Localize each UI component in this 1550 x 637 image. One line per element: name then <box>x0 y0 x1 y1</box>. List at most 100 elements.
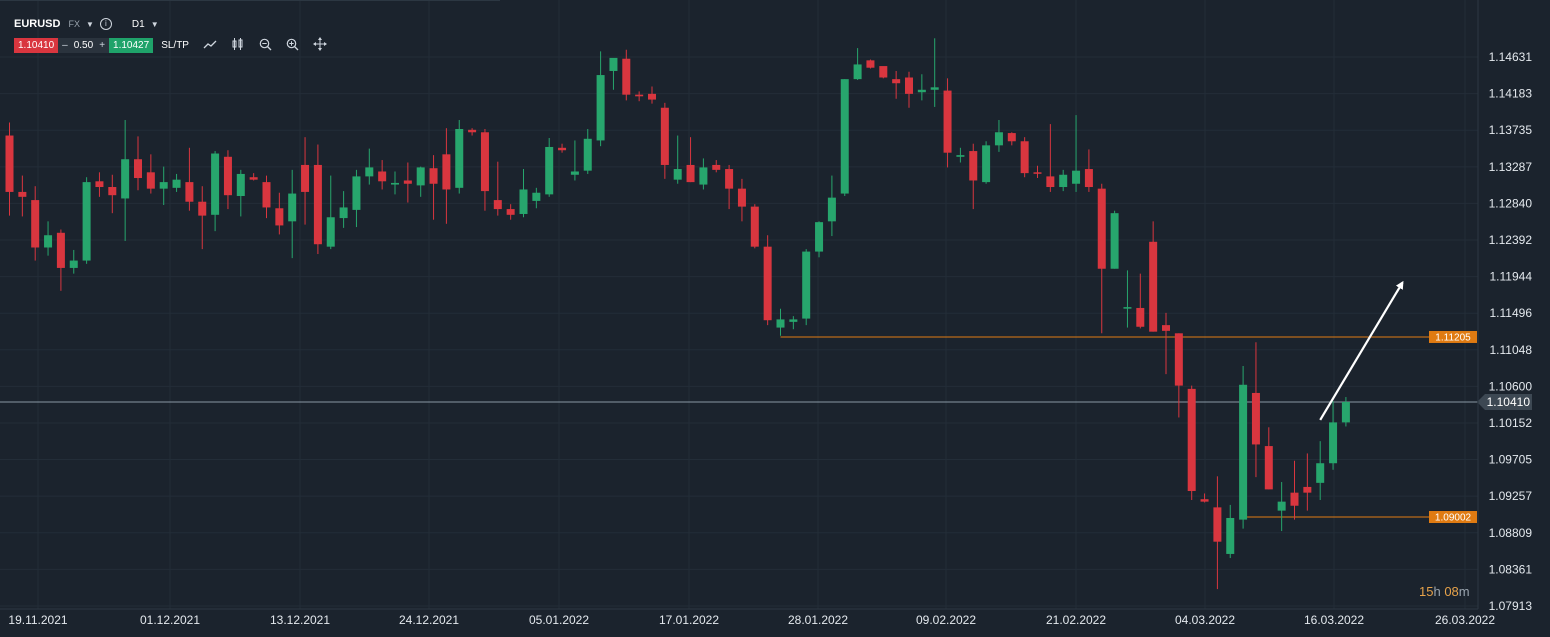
bullish-candle <box>1226 504 1235 559</box>
bearish-candle <box>1264 427 1273 490</box>
price-tick-label: 1.08809 <box>1489 526 1533 540</box>
candle-body <box>1341 401 1350 423</box>
sltp-button[interactable]: SL/TP <box>161 40 189 51</box>
timeframe-selector[interactable]: D1 <box>131 18 145 30</box>
candle-body <box>905 77 913 94</box>
bullish-candle <box>609 57 618 90</box>
bearish-candle <box>750 204 759 249</box>
bearish-candle <box>660 102 669 179</box>
candle-body <box>391 182 399 185</box>
candle-body <box>429 168 438 184</box>
bullish-candle <box>519 169 528 218</box>
bullish-candle <box>121 120 130 241</box>
candle-body <box>570 171 579 175</box>
candle-body <box>82 182 91 261</box>
sell-price-button[interactable]: 1.10410 <box>14 38 59 53</box>
bullish-candle <box>532 187 541 209</box>
bullish-candle <box>930 38 939 107</box>
trend-arrow[interactable] <box>1319 280 1404 421</box>
candle-body <box>660 107 669 165</box>
candle-body <box>249 177 258 180</box>
price-tick-label: 1.07913 <box>1489 599 1533 613</box>
bearish-candle <box>1007 132 1016 146</box>
bullish-candle <box>365 148 374 185</box>
candle-body <box>1007 133 1016 142</box>
bearish-candle <box>378 160 387 190</box>
price-level-label: 1.09002 <box>1435 513 1472 524</box>
candle-body <box>313 164 322 245</box>
candle-body <box>5 135 14 192</box>
symbol-name[interactable]: EURUSD <box>14 18 61 30</box>
lot-size-input[interactable]: 0.50 <box>73 40 94 51</box>
candle-body <box>699 167 708 185</box>
candle-body <box>892 79 901 84</box>
bullish-candle <box>815 221 824 258</box>
info-icon[interactable]: i <box>99 18 112 30</box>
horizontal-levels[interactable] <box>0 336 1478 518</box>
candle-body <box>1174 333 1183 386</box>
candle-body <box>1226 517 1235 554</box>
candles <box>5 38 1350 590</box>
candle-body <box>789 319 798 322</box>
date-tick-label: 17.01.2022 <box>659 613 719 627</box>
lot-stepper: – 0.50 + <box>58 38 110 53</box>
candle-body <box>609 57 618 71</box>
candle-body <box>840 79 849 194</box>
candle-body <box>159 182 168 189</box>
bearish-candle <box>403 162 412 203</box>
lot-decrease-button[interactable]: – <box>62 40 68 51</box>
candle-body <box>519 189 528 214</box>
bearish-candle <box>31 186 40 261</box>
bearish-candle <box>866 59 875 69</box>
line-chart-icon[interactable] <box>203 39 217 53</box>
bullish-candle <box>982 141 991 184</box>
bullish-candle <box>352 169 361 228</box>
bullish-candle <box>416 166 425 197</box>
date-tick-label: 19.11.2021 <box>8 613 67 627</box>
candle-body <box>172 179 181 188</box>
buy-price-button[interactable]: 1.10427 <box>109 38 154 53</box>
bearish-candle <box>1200 493 1209 503</box>
zoom-in-icon[interactable] <box>286 38 299 54</box>
price-tick-label: 1.12392 <box>1489 233 1533 247</box>
bearish-candle <box>943 78 952 168</box>
symbol-dropdown-icon[interactable]: ▼ <box>85 19 94 29</box>
bearish-candle <box>1290 460 1299 520</box>
bullish-candle <box>1316 441 1325 501</box>
bearish-candle <box>622 49 631 101</box>
date-tick-label: 01.12.2021 <box>140 613 200 627</box>
bearish-candle <box>249 173 258 181</box>
bullish-candle <box>840 79 849 197</box>
candle-body <box>969 151 978 181</box>
price-tick-label: 1.14631 <box>1489 50 1533 64</box>
bearish-candle <box>198 186 207 250</box>
annotations[interactable]: 1.10410 1.11205 1.09002 <box>1319 280 1532 524</box>
bullish-candle <box>326 175 335 250</box>
bullish-candle <box>853 48 862 80</box>
bearish-candle <box>493 161 502 216</box>
candle-body <box>1162 325 1170 331</box>
lot-increase-button[interactable]: + <box>99 40 106 51</box>
candle-body <box>493 200 502 210</box>
bullish-candle <box>1239 365 1248 529</box>
candle-body <box>95 181 104 188</box>
candle-body <box>1046 176 1055 188</box>
candle-body <box>301 164 310 192</box>
candle-body <box>879 66 888 78</box>
bullish-candle <box>917 74 926 101</box>
bearish-candle <box>1162 312 1170 375</box>
bullish-candle <box>339 191 348 228</box>
bearish-candle <box>468 128 477 136</box>
crosshair-move-icon[interactable] <box>312 37 327 54</box>
candle-type-icon[interactable] <box>231 38 245 53</box>
bearish-candle <box>56 229 65 291</box>
bullish-candle <box>211 151 220 232</box>
candle-body <box>275 208 284 226</box>
zoom-out-icon[interactable] <box>259 38 272 54</box>
countdown-minutes-unit: m <box>1458 584 1470 599</box>
candle-body <box>69 260 78 268</box>
candle-body <box>1303 486 1312 493</box>
timeframe-dropdown-icon[interactable]: ▼ <box>150 19 159 29</box>
